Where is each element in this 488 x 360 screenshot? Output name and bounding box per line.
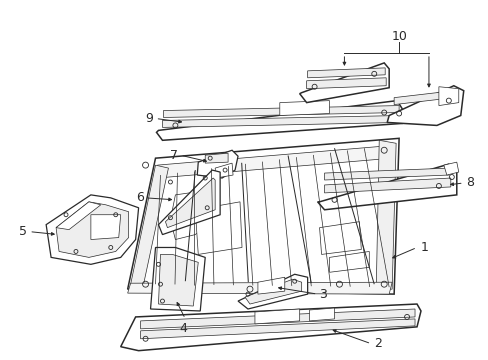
Polygon shape	[443, 162, 458, 175]
Polygon shape	[238, 274, 307, 309]
Text: 6: 6	[136, 192, 143, 204]
Polygon shape	[141, 319, 414, 339]
Polygon shape	[46, 195, 138, 264]
Polygon shape	[127, 138, 398, 294]
Polygon shape	[156, 100, 401, 140]
Polygon shape	[165, 178, 215, 228]
Polygon shape	[257, 277, 284, 294]
Polygon shape	[324, 178, 450, 193]
Polygon shape	[319, 222, 361, 255]
Polygon shape	[215, 163, 233, 178]
Polygon shape	[163, 105, 398, 117]
Text: 9: 9	[145, 112, 153, 125]
Polygon shape	[254, 309, 299, 324]
Polygon shape	[197, 150, 238, 178]
Polygon shape	[438, 87, 458, 105]
Polygon shape	[244, 279, 301, 304]
Text: 2: 2	[373, 337, 381, 350]
Polygon shape	[56, 202, 128, 257]
Text: 5: 5	[19, 225, 27, 238]
Polygon shape	[121, 304, 420, 351]
Polygon shape	[170, 190, 215, 239]
Text: 1: 1	[420, 241, 428, 254]
Polygon shape	[307, 68, 385, 78]
Polygon shape	[141, 309, 414, 329]
Polygon shape	[279, 100, 329, 116]
Polygon shape	[309, 308, 334, 321]
Text: 4: 4	[179, 322, 187, 335]
Polygon shape	[299, 63, 388, 103]
Text: 8: 8	[465, 176, 473, 189]
Polygon shape	[158, 255, 198, 306]
Polygon shape	[317, 164, 456, 210]
Polygon shape	[157, 145, 393, 178]
Polygon shape	[91, 215, 121, 239]
Polygon shape	[56, 202, 101, 230]
Polygon shape	[375, 140, 395, 289]
Polygon shape	[386, 86, 463, 125]
Polygon shape	[306, 78, 386, 89]
Text: 10: 10	[390, 30, 406, 42]
Polygon shape	[150, 247, 205, 311]
Polygon shape	[329, 251, 368, 272]
Polygon shape	[205, 153, 227, 163]
Polygon shape	[324, 168, 448, 180]
Polygon shape	[195, 202, 242, 255]
Polygon shape	[130, 165, 168, 284]
Polygon shape	[162, 116, 399, 127]
Polygon shape	[127, 282, 391, 294]
Text: 3: 3	[319, 288, 327, 301]
Polygon shape	[158, 170, 220, 235]
Text: 7: 7	[170, 149, 178, 162]
Polygon shape	[393, 91, 453, 105]
